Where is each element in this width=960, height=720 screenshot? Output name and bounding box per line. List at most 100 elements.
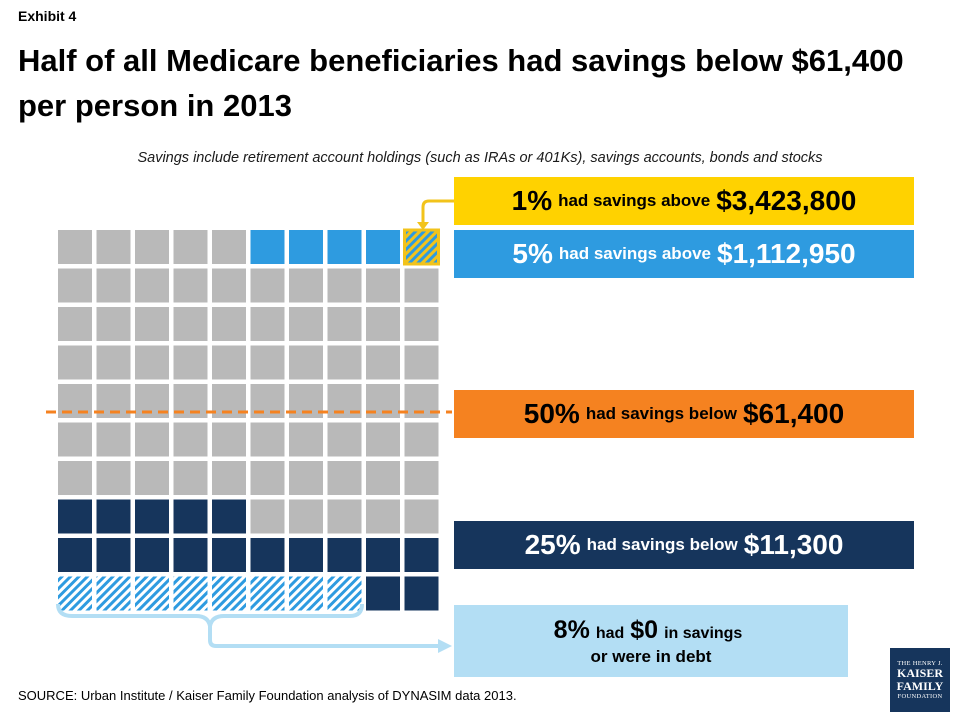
waffle-cell-middle bbox=[327, 499, 362, 534]
source-note: SOURCE: Urban Institute / Kaiser Family … bbox=[18, 688, 517, 703]
waffle-cell-bottom25 bbox=[327, 538, 362, 572]
top1-arrow bbox=[421, 199, 454, 224]
waffle-cell-middle bbox=[135, 345, 169, 380]
waffle-cell-middle bbox=[327, 345, 362, 380]
waffle-cell-middle bbox=[173, 230, 208, 264]
waffle-cell-middle bbox=[173, 307, 208, 341]
logo-line2: KAISER bbox=[896, 666, 943, 680]
waffle-cell-middle bbox=[250, 268, 285, 303]
waffle-cell-zero bbox=[289, 576, 323, 611]
waffle-cell-middle bbox=[289, 461, 323, 495]
waffle-cell-zero bbox=[327, 576, 362, 611]
waffle-cell-middle bbox=[250, 461, 285, 495]
logo-line1: THE HENRY J. bbox=[897, 660, 943, 667]
waffle-cell-middle bbox=[173, 461, 208, 495]
waffle-cell-middle bbox=[212, 230, 246, 264]
waffle-cell-middle bbox=[250, 499, 285, 534]
callout-bottom25-amount: $11,300 bbox=[743, 529, 844, 560]
callout-top5-text: had savings above bbox=[558, 244, 711, 263]
waffle-cell-bottom25 bbox=[366, 576, 400, 611]
waffle-cell-middle bbox=[212, 422, 246, 457]
callout-zero-amount: $0 bbox=[630, 615, 659, 644]
waffle-cell-zero bbox=[135, 576, 169, 611]
logo-line3: FAMILY bbox=[896, 679, 944, 693]
callout-median-text: had savings below bbox=[585, 404, 737, 423]
waffle-cell-middle bbox=[58, 422, 92, 457]
waffle-cell-middle bbox=[135, 422, 169, 457]
waffle-cell-middle bbox=[212, 345, 246, 380]
waffle-cell-zero bbox=[250, 576, 285, 611]
callout-zero-text1: had bbox=[595, 624, 625, 642]
zero-arrow-head bbox=[438, 639, 452, 653]
waffle-cell-middle bbox=[404, 345, 439, 380]
top1-arrow-head bbox=[417, 222, 429, 230]
waffle-cell-bottom25 bbox=[404, 576, 439, 611]
callout-zero-text2: in savings bbox=[664, 624, 743, 642]
waffle-cell-middle bbox=[289, 499, 323, 534]
waffle-cell-middle bbox=[58, 345, 92, 380]
waffle-cell-middle bbox=[135, 461, 169, 495]
waffle-cell-top5 bbox=[250, 230, 285, 264]
waffle-cells bbox=[58, 228, 440, 611]
waffle-cell-middle bbox=[96, 461, 131, 495]
waffle-cell-bottom25 bbox=[58, 499, 92, 534]
waffle-cell-middle bbox=[404, 307, 439, 341]
callout-top1-text: had savings above bbox=[558, 191, 711, 210]
waffle-cell-middle bbox=[96, 422, 131, 457]
waffle-cell-bottom25 bbox=[366, 538, 400, 572]
waffle-cell-middle bbox=[289, 345, 323, 380]
waffle-cell-zero bbox=[173, 576, 208, 611]
waffle-cell-middle bbox=[173, 345, 208, 380]
waffle-cell-middle bbox=[366, 499, 400, 534]
callout-bottom25-percent: 25% bbox=[524, 529, 581, 560]
callout-top1-amount: $3,423,800 bbox=[716, 185, 857, 216]
callout-zero: 8% had $0 in savings or were in debt bbox=[454, 605, 848, 677]
waffle-cell-middle bbox=[58, 268, 92, 303]
waffle-cell-middle bbox=[289, 307, 323, 341]
waffle-cell-middle bbox=[250, 422, 285, 457]
kff-logo: THE HENRY J. KAISER FAMILY FOUNDATION bbox=[890, 648, 950, 712]
callout-bottom25: 25% had savings below $11,300 bbox=[454, 521, 914, 569]
subtitle: Savings include retirement account holdi… bbox=[137, 150, 823, 166]
waffle-cell-middle bbox=[327, 422, 362, 457]
waffle-cell-middle bbox=[135, 230, 169, 264]
waffle-cell-middle bbox=[58, 461, 92, 495]
waffle-cell-middle bbox=[366, 268, 400, 303]
page-title: Half of all Medicare beneficiaries had s… bbox=[18, 43, 904, 123]
callout-median-amount: $61,400 bbox=[742, 398, 845, 429]
callout-top1-percent: 1% bbox=[511, 185, 553, 216]
waffle-cell-bottom25 bbox=[96, 499, 131, 534]
exhibit-label: Exhibit 4 bbox=[18, 8, 77, 24]
waffle-cell-middle bbox=[212, 268, 246, 303]
waffle-cell-middle bbox=[96, 268, 131, 303]
waffle-cell-middle bbox=[173, 422, 208, 457]
waffle-cell-middle bbox=[327, 461, 362, 495]
callout-top5-amount: $1,112,950 bbox=[717, 238, 856, 269]
callout-zero-percent: 8% bbox=[553, 615, 590, 644]
waffle-cell-middle bbox=[366, 461, 400, 495]
waffle-cell-middle bbox=[250, 307, 285, 341]
waffle-cell-middle bbox=[366, 307, 400, 341]
callout-median: 50% had savings below $61,400 bbox=[454, 390, 914, 438]
waffle-cell-top5 bbox=[289, 230, 323, 264]
waffle-cell-middle bbox=[96, 345, 131, 380]
waffle-cell-middle bbox=[135, 268, 169, 303]
waffle-cell-top5 bbox=[327, 230, 362, 264]
waffle-cell-zero bbox=[212, 576, 246, 611]
waffle-cell-middle bbox=[173, 268, 208, 303]
waffle-cell-bottom25 bbox=[173, 538, 208, 572]
waffle-cell-middle bbox=[366, 422, 400, 457]
waffle-cell-middle bbox=[212, 307, 246, 341]
waffle-cell-middle bbox=[58, 230, 92, 264]
waffle-cell-middle bbox=[96, 230, 131, 264]
waffle-cell-bottom25 bbox=[212, 538, 246, 572]
waffle-cell-middle bbox=[289, 268, 323, 303]
waffle-cell-middle bbox=[250, 345, 285, 380]
waffle-cell-middle bbox=[96, 307, 131, 341]
waffle-cell-bottom25 bbox=[289, 538, 323, 572]
waffle-cell-bottom25 bbox=[250, 538, 285, 572]
waffle-cell-bottom25 bbox=[212, 499, 246, 534]
waffle-cell-zero bbox=[58, 576, 92, 611]
waffle-cell-middle bbox=[404, 268, 439, 303]
